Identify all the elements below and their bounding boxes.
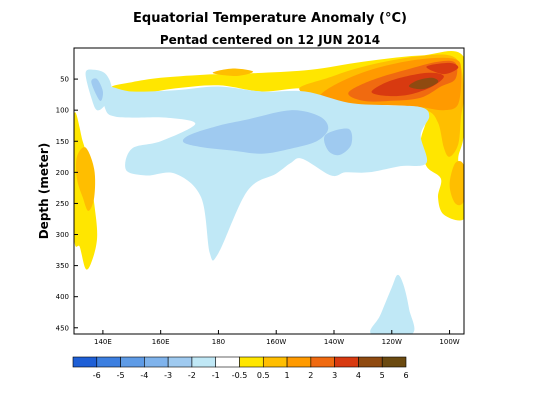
colorbar-swatch (191, 356, 217, 368)
colorbar-label: -0.5 (232, 371, 248, 380)
y-axis: 50 100 150 200 250 300 350 400 450 (56, 76, 78, 332)
colorbar-label: -1 (212, 371, 220, 380)
colorbar-swatch (239, 356, 264, 368)
colorbar-label: -2 (188, 371, 196, 380)
plot-frame (73, 47, 465, 335)
colorbar-label: 2 (308, 371, 313, 380)
colorbar-swatch (215, 356, 240, 368)
y-tick-label: 400 (56, 293, 69, 301)
contour-region-cool-1c-west (91, 78, 103, 102)
colorbar-label: 6 (403, 371, 408, 380)
colorbar-label: 5 (380, 371, 385, 380)
colorbar-swatch (96, 356, 121, 368)
colorbar-label: -5 (117, 371, 125, 380)
colorbar-swatch (310, 356, 335, 368)
contour-region-cool-lower-plume (370, 274, 415, 334)
chart-subtitle: Pentad centered on 12 JUN 2014 (160, 33, 380, 47)
contour-region-warm-east-5c (408, 77, 439, 90)
x-tick-label: 160W (266, 338, 286, 346)
x-tick-label: 140W (324, 338, 344, 346)
colorbar-swatch (167, 356, 193, 368)
y-tick-label: 50 (60, 76, 69, 84)
colorbar-swatch (144, 356, 169, 368)
colorbar-swatch (334, 356, 359, 368)
y-tick-label: 350 (56, 262, 69, 270)
x-tick-label: 100W (439, 338, 459, 346)
y-tick-label: 100 (56, 107, 69, 115)
y-tick-label: 200 (56, 169, 69, 177)
colorbar-swatch (72, 356, 98, 368)
x-tick-label: 180 (212, 338, 225, 346)
colorbar-label: 0.5 (257, 371, 270, 380)
colorbar-label: 4 (356, 371, 361, 380)
contour-fill-layer (74, 50, 464, 334)
y-axis-label: Depth (meter) (37, 143, 51, 240)
colorbar-label: -6 (93, 371, 101, 380)
colorbar-label: -3 (164, 371, 172, 380)
x-tick-label: 160E (152, 338, 170, 346)
contour-region-warm-east-4c-b (426, 62, 459, 75)
colorbar-label: 3 (332, 371, 337, 380)
y-tick-label: 300 (56, 231, 69, 239)
chart-title: Equatorial Temperature Anomaly (°C) (133, 11, 407, 26)
x-tick-label: 140E (94, 338, 112, 346)
colorbar-swatch (358, 356, 383, 368)
colorbar: -6 -5 -4 -3 -2 -1 -0.5 0.5 1 2 3 4 5 6 (72, 356, 409, 380)
colorbar-swatch (381, 356, 407, 368)
colorbar-label: -4 (140, 371, 148, 380)
colorbar-label: 1 (285, 371, 290, 380)
y-tick-label: 150 (56, 138, 69, 146)
contour-region-cool-1c-east (324, 128, 353, 156)
x-tick-label: 120W (382, 338, 402, 346)
contour-region-warm-west-core (75, 147, 96, 211)
y-tick-label: 250 (56, 200, 69, 208)
colorbar-swatch (286, 356, 312, 368)
colorbar-swatch (120, 356, 145, 368)
x-axis: 140E 160E 180 160W 140W 120W 100W (94, 330, 460, 346)
contour-region-cool-1c-center (182, 110, 329, 154)
y-tick-label: 450 (56, 324, 69, 332)
contour-region-warm-east-lower (449, 160, 464, 206)
colorbar-swatch (262, 356, 288, 368)
contour-region-warm-blob-west (212, 68, 254, 77)
